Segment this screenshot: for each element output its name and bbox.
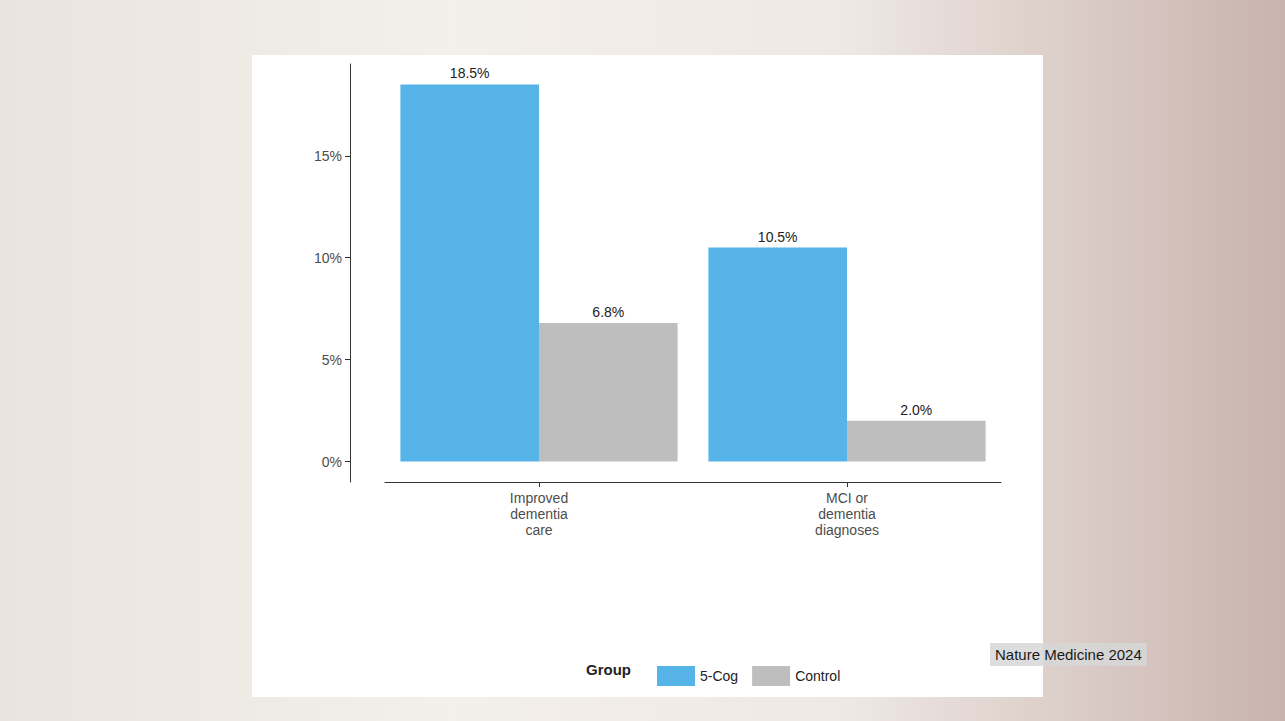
svg-text:6.8%: 6.8% [592,304,624,320]
svg-text:diagnoses: diagnoses [815,522,879,538]
svg-text:MCI or: MCI or [826,490,868,506]
svg-text:care: care [525,522,552,538]
svg-text:dementia: dementia [510,506,568,522]
svg-text:2.0%: 2.0% [900,402,932,418]
svg-text:Group: Group [586,661,631,678]
svg-text:Control: Control [795,668,840,684]
svg-text:Improved: Improved [510,490,568,506]
svg-text:10.5%: 10.5% [758,229,798,245]
svg-text:10%: 10% [314,250,342,266]
svg-text:18.5%: 18.5% [450,65,490,81]
svg-text:dementia: dementia [818,506,876,522]
svg-text:Nature Medicine 2024: Nature Medicine 2024 [995,646,1142,663]
svg-text:5%: 5% [322,352,342,368]
svg-text:0%: 0% [322,454,342,470]
svg-text:5-Cog: 5-Cog [700,668,738,684]
svg-text:15%: 15% [314,148,342,164]
